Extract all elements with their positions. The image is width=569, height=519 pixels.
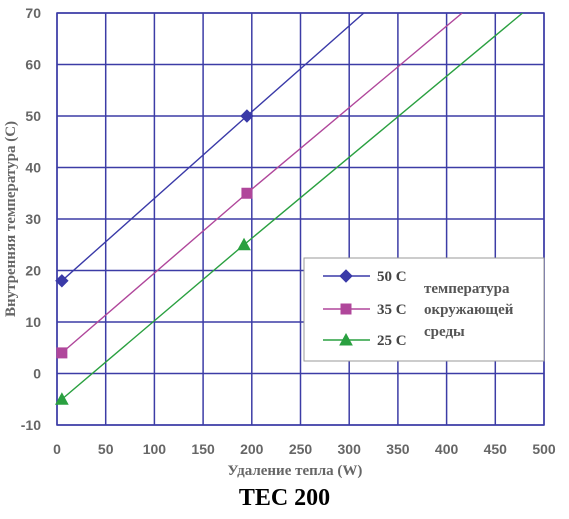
data-point-series-3 — [237, 237, 251, 251]
x-tick-label: 100 — [143, 441, 167, 457]
x-tick-label: 500 — [532, 441, 556, 457]
y-tick-label: 40 — [25, 160, 41, 176]
y-tick-label: 60 — [25, 57, 41, 73]
x-tick-label: 0 — [53, 441, 61, 457]
legend-title-line-2: окружающей — [424, 302, 514, 318]
y-tick-label: 0 — [33, 366, 41, 382]
data-point-series-1 — [240, 109, 254, 123]
data-point-series-2 — [56, 347, 68, 359]
y-tick-label: 20 — [25, 263, 41, 279]
legend-title-line-3: среды — [424, 324, 465, 340]
series-lines — [55, 13, 524, 405]
tick-labels: 0 50 100 150 200 250 300 350 400 450 500 -10 0 10 20 30… — [21, 5, 556, 457]
y-tick-label: -10 — [21, 417, 41, 433]
legend-marker-3 — [339, 332, 353, 346]
legend-label-1: 50 С — [377, 269, 407, 285]
legend: 50 С 35 С 25 С температура окружающей сред… — [303, 257, 545, 362]
x-tick-label: 200 — [240, 441, 264, 457]
y-tick-label: 10 — [25, 314, 41, 330]
data-point-series-3 — [55, 392, 69, 405]
y-tick-label: 30 — [25, 211, 41, 227]
y-tick-label: 50 — [25, 108, 41, 124]
x-tick-label: 450 — [484, 441, 508, 457]
legend-label-2: 35 С — [377, 302, 407, 318]
data-point-series-2 — [241, 187, 253, 199]
x-tick-label: 250 — [289, 441, 313, 457]
data-point-series-1 — [55, 274, 69, 288]
x-tick-label: 350 — [386, 441, 410, 457]
legend-marker-2 — [340, 303, 352, 315]
chart-caption: TEC 200 — [238, 485, 331, 511]
plot-border — [56, 12, 545, 426]
y-axis-label: Внутренняя температура (С) — [3, 121, 19, 317]
x-tick-label: 150 — [191, 441, 215, 457]
x-tick-label: 50 — [98, 441, 114, 457]
x-axis-label: Удаление тепла (W) — [228, 463, 363, 479]
legend-marker-1 — [339, 269, 353, 283]
legend-label-3: 25 С — [377, 333, 407, 349]
x-tick-label: 400 — [435, 441, 459, 457]
y-tick-label: 70 — [25, 5, 41, 21]
legend-title-line-1: температура — [424, 281, 510, 297]
x-tick-label: 300 — [338, 441, 362, 457]
